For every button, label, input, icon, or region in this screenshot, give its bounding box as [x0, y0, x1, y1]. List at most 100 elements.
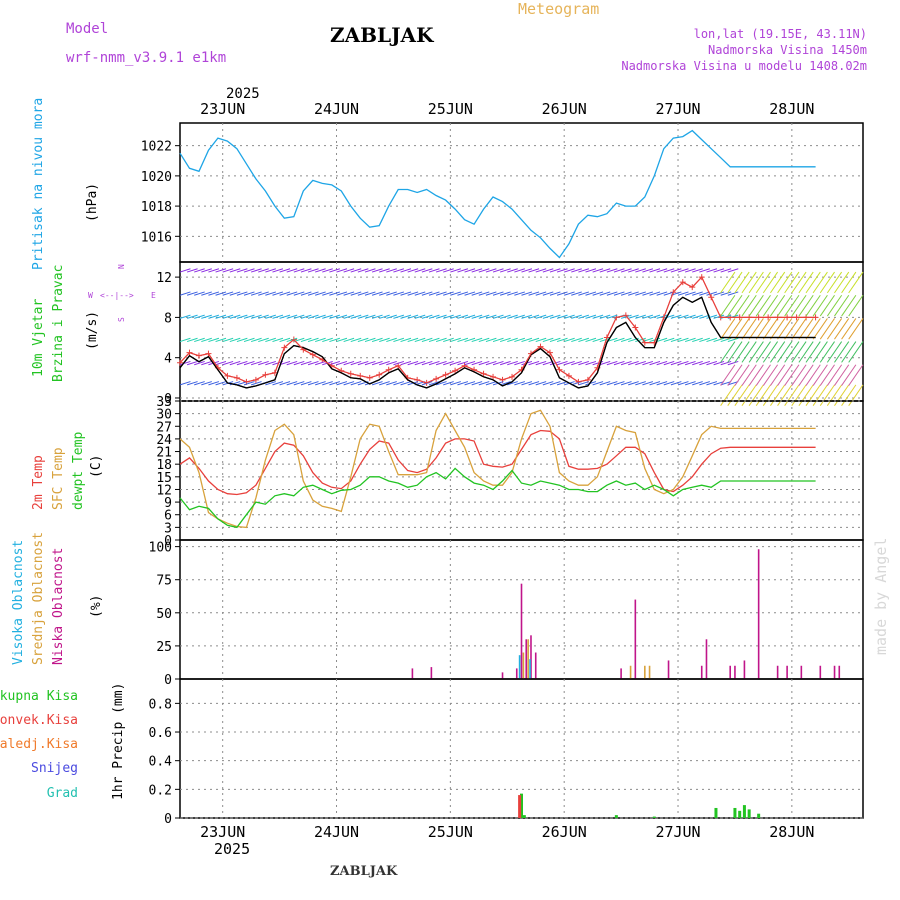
wind-barb	[578, 291, 590, 296]
wind-barb	[812, 271, 828, 294]
wind-barb	[201, 381, 212, 386]
wind-barb	[848, 318, 864, 340]
wind-barb	[535, 360, 547, 366]
wind-barb	[606, 337, 618, 343]
wind-barb	[208, 291, 220, 296]
wind-barb	[350, 314, 362, 319]
wind-barb	[784, 294, 800, 317]
wind-barb	[386, 314, 397, 319]
wind-barb	[606, 291, 618, 296]
y-tick-label: 12	[156, 271, 172, 286]
wind-barb	[250, 291, 262, 296]
wind-barb	[578, 268, 590, 273]
wind-barb	[393, 291, 405, 296]
wind-barb	[578, 337, 590, 343]
wind-barb	[315, 337, 326, 343]
wind-barb	[805, 294, 821, 317]
y-tick-label: 9	[164, 496, 172, 511]
wind-barb	[300, 291, 312, 296]
wind-barb	[343, 268, 355, 273]
wind-barb	[535, 314, 547, 319]
wind-barb	[699, 360, 710, 366]
wind-barb	[571, 291, 582, 296]
wind-barb	[414, 314, 426, 319]
wind-barb	[571, 314, 582, 319]
wind-barb	[656, 291, 668, 296]
wind-barb	[670, 360, 682, 366]
wind-barb	[364, 291, 376, 296]
wind-barb	[229, 314, 241, 319]
wind-barb	[826, 318, 843, 340]
panel-precip: 0 0.2 0.4 0.6 0.8	[149, 678, 864, 827]
wind-barb	[478, 381, 490, 386]
wind-barb	[507, 360, 518, 366]
wind-barb	[265, 381, 276, 386]
date-label-bottom: 27JUN	[655, 823, 700, 841]
wind-barb	[798, 294, 814, 317]
bar-srednja-oblacnost	[527, 639, 529, 679]
wind-barb	[464, 381, 476, 386]
wind-barb	[663, 381, 675, 386]
wind-barb	[379, 337, 390, 343]
wind-barb	[407, 360, 419, 366]
wind-barb	[514, 268, 525, 273]
wind-barb	[243, 314, 255, 319]
wind-barb	[194, 268, 205, 273]
wind-barb	[649, 381, 661, 386]
date-label-bottom: 26JUN	[542, 823, 587, 841]
wind-barb	[748, 364, 764, 386]
y-tick-label: 75	[156, 574, 172, 589]
compass-north: N	[117, 264, 126, 269]
wind-barb	[720, 291, 732, 296]
wind-barb	[471, 337, 483, 343]
wind-barb	[457, 291, 469, 296]
wind-barb	[777, 271, 793, 294]
wind-barb	[514, 291, 525, 296]
wind-barb	[528, 291, 540, 296]
wind-barb	[215, 337, 227, 343]
wind-barb	[400, 268, 412, 273]
wind-barb	[748, 318, 764, 340]
y-tick-label: 3	[164, 521, 172, 536]
wind-barb	[336, 360, 348, 366]
wind-barb	[414, 268, 426, 273]
wind-barb	[464, 337, 476, 343]
date-label-bottom: 25JUN	[428, 823, 473, 841]
wind-barb	[393, 268, 405, 273]
wind-barb	[720, 341, 736, 363]
wind-barb	[741, 341, 757, 363]
wind-barb	[450, 291, 461, 296]
wind-barb	[485, 337, 497, 343]
wind-barb	[656, 381, 668, 386]
y-tick-label: 1022	[141, 140, 172, 155]
y-tick-label: 0	[164, 812, 172, 827]
wind-barb	[492, 360, 504, 366]
wind-barb	[713, 337, 725, 343]
wind-barb	[236, 291, 248, 296]
wind-barb	[414, 360, 426, 366]
wind-barb	[649, 360, 661, 366]
wind-barb	[315, 268, 326, 273]
model-altitude-text: Nadmorska Visina u modelu 1408.02m	[621, 59, 867, 73]
wind-barb	[727, 268, 739, 273]
wind-barb	[677, 291, 689, 296]
wind-barb	[279, 381, 291, 386]
wind-barb	[222, 314, 234, 319]
bar-ukupna-kisa	[522, 815, 526, 818]
wind-barb	[571, 337, 582, 343]
wind-barb	[812, 364, 828, 386]
bar-niska-oblacnost	[757, 549, 760, 679]
wind-barb	[713, 360, 725, 366]
series-line-pritisak-na-nivou-mora	[179, 129, 816, 259]
wind-barb	[571, 360, 582, 366]
wind-barb	[371, 381, 383, 386]
wind-barb	[492, 337, 504, 343]
wind-barb	[762, 364, 779, 386]
station-title: ZABLJAK	[330, 23, 434, 47]
wind-barb	[649, 268, 661, 273]
wind-barb	[236, 337, 248, 343]
wind-barb	[350, 337, 362, 343]
cloud-label-mid: Srednja Oblacnost	[31, 532, 46, 665]
wind-barb	[336, 337, 348, 343]
